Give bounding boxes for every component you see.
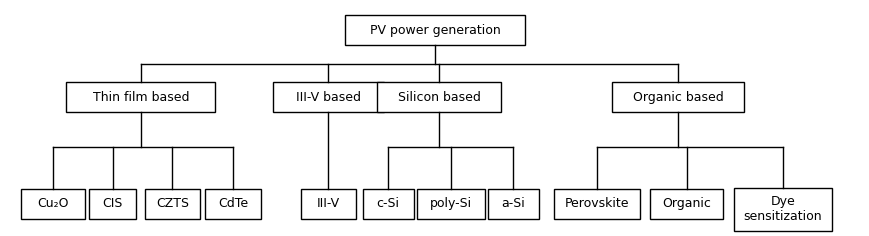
Text: c-Si: c-Si [376, 197, 399, 210]
Text: Dye
sensitization: Dye sensitization [743, 195, 821, 223]
FancyBboxPatch shape [362, 189, 414, 219]
FancyBboxPatch shape [66, 82, 216, 112]
FancyBboxPatch shape [144, 189, 200, 219]
FancyBboxPatch shape [554, 189, 639, 219]
FancyBboxPatch shape [649, 189, 722, 219]
Text: III-V: III-V [316, 197, 340, 210]
FancyBboxPatch shape [611, 82, 743, 112]
Text: CZTS: CZTS [156, 197, 189, 210]
Text: PV power generation: PV power generation [369, 24, 500, 37]
FancyBboxPatch shape [301, 189, 355, 219]
Text: Organic: Organic [661, 197, 710, 210]
Text: CIS: CIS [103, 197, 123, 210]
Text: Organic based: Organic based [632, 91, 722, 104]
Text: poly-Si: poly-Si [429, 197, 472, 210]
Text: Silicon based: Silicon based [397, 91, 481, 104]
FancyBboxPatch shape [21, 189, 85, 219]
Text: Thin film based: Thin film based [92, 91, 189, 104]
FancyBboxPatch shape [416, 189, 485, 219]
Text: III-V based: III-V based [295, 91, 361, 104]
FancyBboxPatch shape [205, 189, 261, 219]
FancyBboxPatch shape [345, 15, 524, 45]
Text: a-Si: a-Si [501, 197, 525, 210]
Text: CdTe: CdTe [217, 197, 248, 210]
Text: Perovskite: Perovskite [564, 197, 628, 210]
FancyBboxPatch shape [273, 82, 383, 112]
FancyBboxPatch shape [488, 189, 539, 219]
FancyBboxPatch shape [90, 189, 136, 219]
FancyBboxPatch shape [377, 82, 501, 112]
Text: Cu₂O: Cu₂O [37, 197, 69, 210]
FancyBboxPatch shape [733, 188, 831, 231]
